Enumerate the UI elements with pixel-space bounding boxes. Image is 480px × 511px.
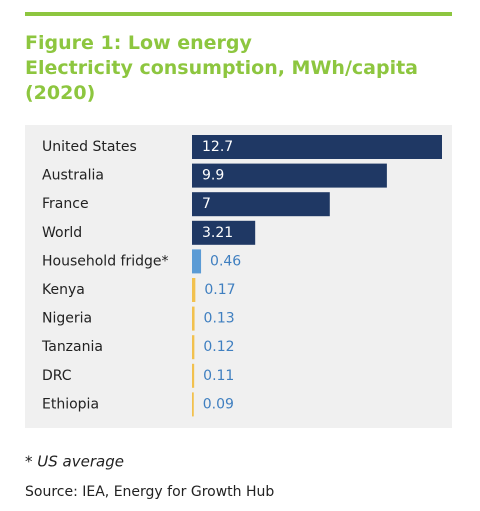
value-label: 9.9 bbox=[202, 168, 224, 184]
category-label: Ethiopia bbox=[42, 396, 99, 412]
category-label: United States bbox=[42, 139, 137, 155]
bar bbox=[192, 335, 195, 360]
value-label: 0.12 bbox=[203, 339, 234, 355]
value-label: 3.21 bbox=[202, 225, 233, 241]
category-label: World bbox=[42, 225, 82, 241]
value-label: 0.13 bbox=[204, 311, 235, 327]
bar bbox=[192, 392, 194, 417]
bar bbox=[192, 306, 195, 331]
value-label: 0.17 bbox=[204, 282, 235, 298]
value-label: 12.7 bbox=[202, 139, 233, 155]
chart-title: Figure 1: Low energy Electricity consump… bbox=[25, 32, 418, 104]
bar bbox=[192, 135, 442, 159]
category-label: France bbox=[42, 196, 89, 212]
value-label: 7 bbox=[202, 196, 211, 212]
category-label: DRC bbox=[42, 368, 72, 384]
category-label: Kenya bbox=[42, 282, 85, 298]
source: Source: IEA, Energy for Growth Hub bbox=[25, 484, 274, 500]
top-rule bbox=[25, 12, 452, 16]
bar bbox=[192, 192, 330, 217]
bar bbox=[192, 163, 387, 188]
category-label: Tanzania bbox=[41, 339, 103, 355]
category-label: Household fridge* bbox=[42, 253, 169, 269]
value-label: 0.11 bbox=[203, 368, 234, 384]
value-label: 0.09 bbox=[203, 396, 234, 412]
bar bbox=[192, 249, 202, 274]
category-label: Australia bbox=[42, 168, 104, 184]
bar bbox=[192, 220, 256, 245]
bar bbox=[192, 363, 195, 388]
category-label: Nigeria bbox=[42, 311, 92, 327]
bar bbox=[192, 278, 196, 302]
footnote: * US average bbox=[25, 453, 124, 471]
value-label: 0.46 bbox=[210, 253, 241, 269]
